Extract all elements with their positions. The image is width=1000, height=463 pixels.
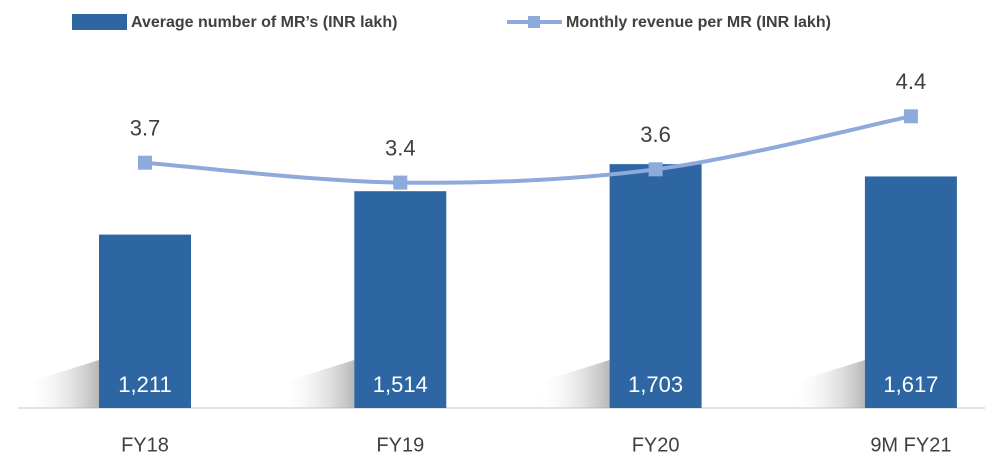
bar-shadow	[535, 360, 610, 408]
bar-shadow	[25, 360, 99, 408]
line-marker	[393, 175, 408, 190]
legend-swatch-marker	[528, 16, 540, 28]
bar-shadow	[280, 360, 355, 408]
bar-value-label: 1,514	[373, 372, 428, 397]
bar-value-label: 1,617	[883, 372, 938, 397]
bar	[354, 191, 447, 408]
line-marker	[648, 162, 663, 177]
line-value-label: 4.4	[896, 69, 927, 94]
line-marker	[903, 109, 918, 124]
legend-label: Average number of MR’s (INR lakh)	[131, 14, 397, 31]
line-value-label: 3.4	[385, 135, 416, 160]
line-value-label: 3.7	[130, 116, 161, 141]
bar	[99, 234, 191, 408]
bar-value-label: 1,703	[628, 372, 683, 397]
bar	[864, 176, 957, 408]
line-marker	[138, 155, 152, 170]
legend-label: Monthly revenue per MR (INR lakh)	[566, 14, 831, 31]
bar	[609, 164, 702, 408]
line-value-label: 3.6	[640, 122, 671, 147]
bar-shadow	[790, 360, 865, 408]
x-tick-label: FY18	[121, 434, 169, 456]
line	[144, 114, 912, 185]
x-tick-label: 9M FY21	[870, 434, 951, 456]
x-tick-label: FY19	[376, 434, 424, 456]
x-tick-label: FY20	[632, 434, 680, 456]
legend-swatch-bar	[72, 14, 127, 30]
bar-value-label: 1,211	[118, 372, 171, 397]
